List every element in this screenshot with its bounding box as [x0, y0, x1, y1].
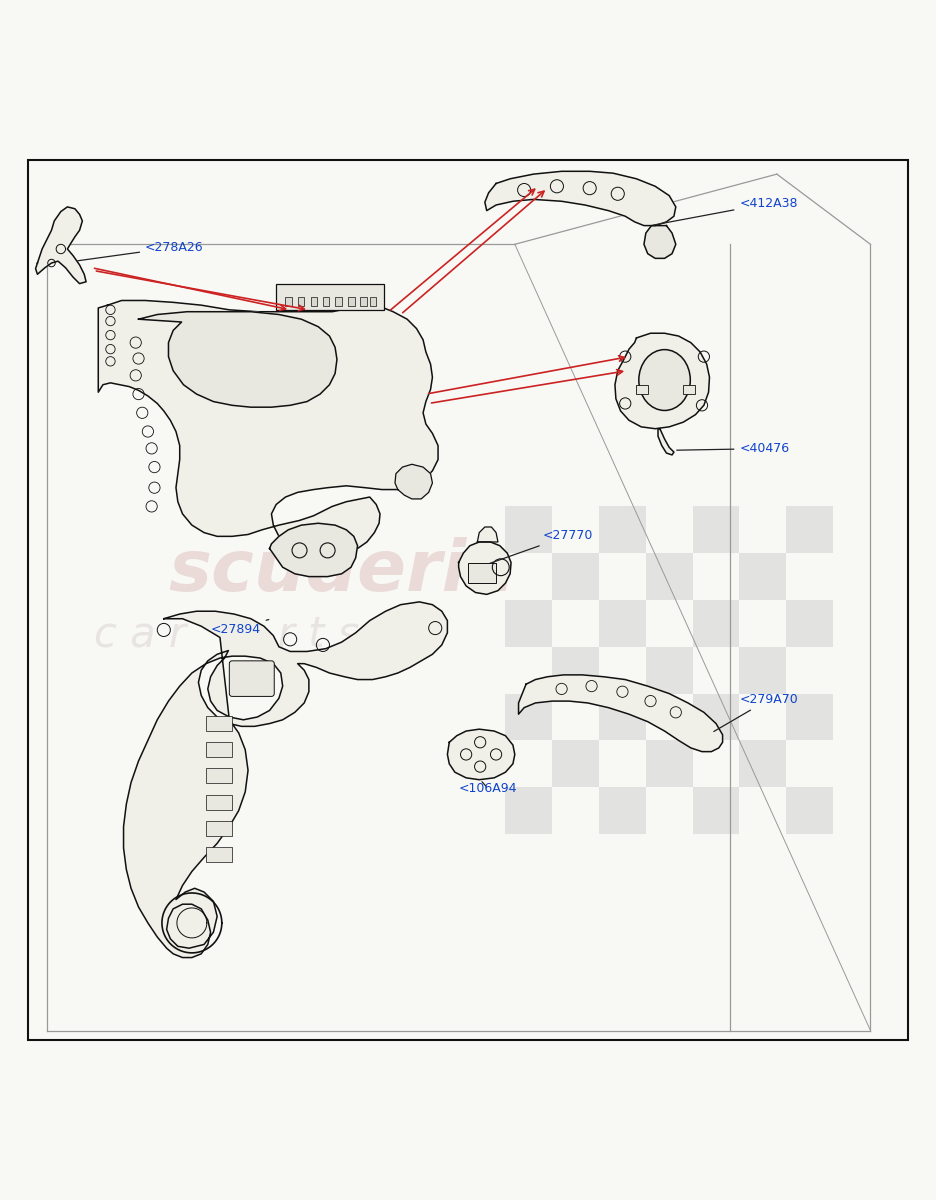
Text: <412A38: <412A38: [653, 197, 798, 226]
Bar: [786, 600, 833, 647]
Bar: [646, 553, 693, 600]
Bar: [552, 553, 599, 600]
Bar: [599, 600, 646, 647]
Bar: [693, 600, 739, 647]
Bar: [311, 296, 317, 306]
Bar: [599, 787, 646, 834]
Bar: [348, 296, 355, 306]
Polygon shape: [658, 428, 674, 455]
Polygon shape: [485, 172, 676, 226]
Bar: [505, 694, 552, 740]
Bar: [552, 647, 599, 694]
Bar: [693, 694, 739, 740]
Polygon shape: [98, 300, 438, 556]
Polygon shape: [36, 206, 86, 283]
Polygon shape: [270, 523, 358, 577]
Bar: [360, 296, 367, 306]
Bar: [298, 296, 304, 306]
Text: <27770: <27770: [490, 529, 593, 564]
Bar: [323, 296, 329, 306]
Polygon shape: [644, 226, 676, 258]
Polygon shape: [615, 334, 709, 428]
Polygon shape: [447, 730, 515, 780]
Bar: [285, 296, 292, 306]
Bar: [599, 506, 646, 553]
Bar: [646, 647, 693, 694]
Bar: [739, 553, 786, 600]
Bar: [739, 740, 786, 787]
Text: <278A26: <278A26: [78, 241, 204, 260]
Polygon shape: [139, 312, 337, 407]
Bar: [206, 768, 232, 784]
Bar: [505, 506, 552, 553]
Polygon shape: [395, 464, 432, 499]
Text: <279A70: <279A70: [714, 692, 798, 732]
Bar: [786, 694, 833, 740]
Bar: [683, 385, 695, 394]
Bar: [739, 647, 786, 694]
Text: <106A94: <106A94: [459, 781, 517, 794]
Bar: [468, 563, 496, 583]
Polygon shape: [459, 542, 511, 594]
Bar: [552, 740, 599, 787]
Bar: [335, 296, 342, 306]
Bar: [636, 385, 648, 394]
Text: <27894: <27894: [211, 619, 269, 636]
Bar: [693, 787, 739, 834]
Bar: [206, 743, 232, 757]
Bar: [693, 506, 739, 553]
Polygon shape: [519, 674, 723, 751]
Bar: [206, 716, 232, 731]
Ellipse shape: [638, 349, 691, 410]
Bar: [206, 794, 232, 810]
Bar: [276, 283, 384, 310]
Text: c a r    a r t s: c a r a r t s: [94, 613, 359, 655]
Bar: [206, 821, 232, 836]
Bar: [786, 787, 833, 834]
Bar: [505, 600, 552, 647]
Bar: [599, 694, 646, 740]
Bar: [370, 296, 376, 306]
Bar: [505, 787, 552, 834]
FancyBboxPatch shape: [229, 661, 274, 696]
Text: scuderia: scuderia: [168, 536, 516, 606]
Bar: [786, 506, 833, 553]
Text: <40476: <40476: [677, 442, 790, 455]
Polygon shape: [124, 602, 447, 958]
Bar: [646, 740, 693, 787]
Bar: [206, 847, 232, 862]
Polygon shape: [477, 527, 498, 542]
